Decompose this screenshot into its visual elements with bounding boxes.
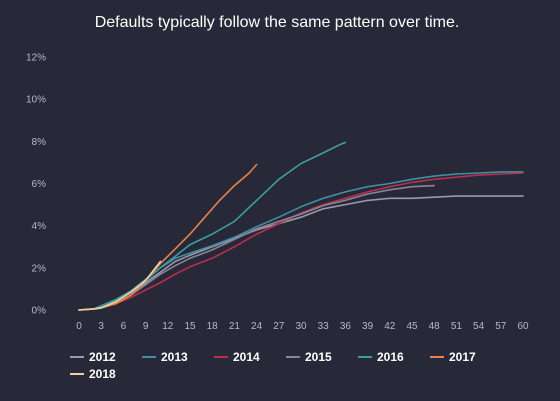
y-tick-label: 4% [32, 221, 47, 232]
legend-label-2013: 2013 [161, 350, 188, 364]
x-tick-label: 0 [76, 321, 82, 332]
x-tick-label: 24 [251, 321, 263, 332]
x-tick-label: 21 [229, 321, 241, 332]
x-tick-label: 30 [295, 321, 307, 332]
x-tick-label: 45 [406, 321, 418, 332]
series-line-2016 [79, 142, 345, 310]
series-line-2014 [79, 173, 523, 310]
x-tick-label: 9 [143, 321, 149, 332]
x-tick-label: 54 [473, 321, 485, 332]
y-axis-ticks: 0% 2% 4% 6% 8% 10% 12% [26, 53, 46, 317]
x-tick-label: 27 [273, 321, 285, 332]
legend-label-2012: 2012 [89, 350, 116, 364]
x-tick-label: 3 [98, 321, 104, 332]
series-line-2017 [79, 165, 257, 311]
x-tick-label: 18 [207, 321, 219, 332]
x-tick-label: 33 [318, 321, 330, 332]
x-tick-label: 60 [517, 321, 529, 332]
legend-label-2014: 2014 [233, 350, 260, 364]
y-tick-label: 12% [26, 53, 46, 64]
x-tick-label: 36 [340, 321, 352, 332]
y-tick-label: 2% [32, 263, 47, 274]
y-tick-label: 6% [32, 179, 47, 190]
y-tick-label: 10% [26, 95, 46, 106]
x-tick-label: 12 [162, 321, 174, 332]
x-tick-label: 15 [184, 321, 196, 332]
chart-title: Defaults typically follow the same patte… [95, 14, 460, 31]
legend-label-2018: 2018 [89, 367, 116, 381]
x-tick-label: 48 [429, 321, 441, 332]
y-tick-label: 8% [32, 137, 47, 148]
x-tick-label: 6 [121, 321, 127, 332]
x-axis-ticks: 0 3 6 9 12 15 18 21 24 27 30 33 36 39 42 45 48 51 54 57 60 [76, 321, 529, 332]
series-lines [79, 142, 523, 310]
y-tick-label: 0% [32, 306, 47, 317]
x-tick-label: 57 [495, 321, 507, 332]
legend-label-2016: 2016 [377, 350, 404, 364]
x-tick-label: 39 [362, 321, 374, 332]
legend-label-2017: 2017 [449, 350, 476, 364]
x-tick-label: 51 [451, 321, 463, 332]
x-tick-label: 42 [384, 321, 396, 332]
legend-label-2015: 2015 [305, 350, 332, 364]
legend: 2012 2013 2014 2015 2016 2017 2018 [70, 350, 476, 381]
